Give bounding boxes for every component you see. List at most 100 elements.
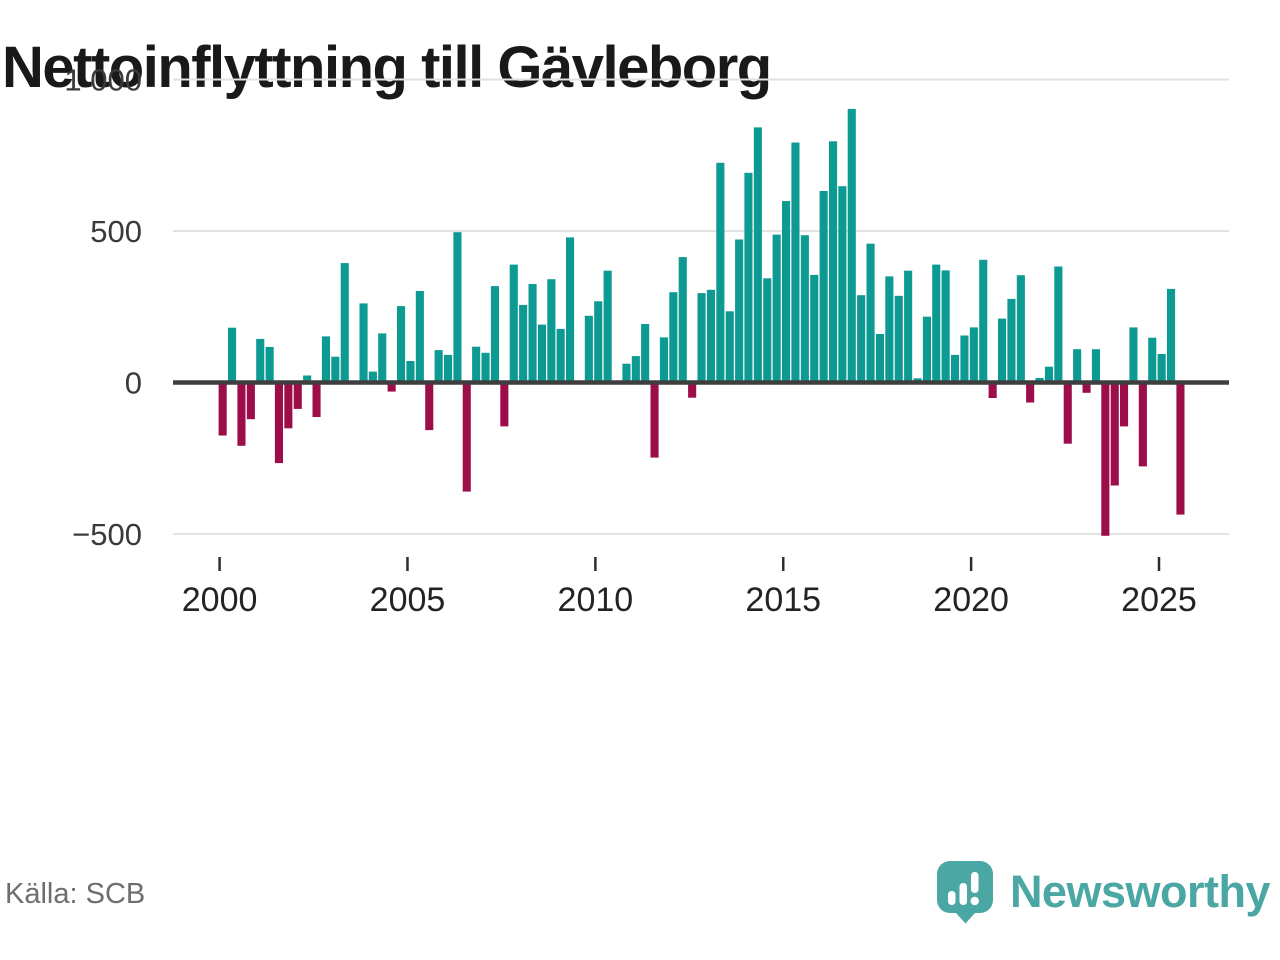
bar-2024Q2 — [1129, 327, 1138, 383]
bar-2019Q4 — [960, 335, 969, 383]
bar-2008Q2 — [528, 284, 537, 383]
bar-2005Q1 — [406, 361, 415, 383]
bar-2016Q3 — [838, 186, 847, 383]
bar-2022Q4 — [1073, 349, 1082, 383]
bar-2025Q2 — [1167, 288, 1176, 383]
y-tick-label-500: 500 — [90, 214, 142, 249]
bar-2006Q3 — [462, 382, 471, 492]
bar-2017Q1 — [857, 295, 866, 383]
bar-2009Q2 — [566, 237, 575, 383]
bar-2002Q3 — [312, 382, 321, 417]
bar-2001Q4 — [284, 382, 293, 429]
bar-2021Q1 — [1007, 298, 1016, 383]
logo-exclamation-bar — [970, 872, 979, 893]
bar-2018Q4 — [922, 316, 931, 383]
bar-2012Q3 — [688, 382, 697, 398]
bar-2015Q2 — [791, 142, 800, 383]
bar-2024Q1 — [1120, 382, 1129, 427]
x-tick-label-2000: 2000 — [182, 581, 258, 619]
bar-2006Q1 — [444, 354, 453, 383]
bar-2014Q3 — [763, 278, 772, 383]
bar-2019Q3 — [951, 354, 960, 383]
x-tick-label-2025: 2025 — [1121, 581, 1197, 619]
bar-2000Q3 — [237, 382, 246, 446]
source-note: Källa: SCB — [5, 878, 146, 910]
bar-2010Q4 — [622, 363, 631, 383]
bar-chart: 1 000 500 0 −500 2000 2005 2010 2015 2020 2025 — [64, 63, 1229, 619]
bar-2000Q2 — [228, 327, 237, 383]
bar-2000Q4 — [246, 382, 255, 420]
logo-bar-medium — [959, 883, 967, 905]
bar-2016Q1 — [819, 191, 828, 383]
bar-2025Q1 — [1157, 354, 1166, 383]
bar-2012Q4 — [697, 293, 706, 383]
bar-2010Q1 — [594, 301, 603, 383]
bar-2007Q4 — [509, 264, 518, 383]
bar-2023Q2 — [1091, 349, 1100, 383]
bar-2021Q2 — [1016, 275, 1025, 383]
bar-2003Q1 — [331, 356, 340, 383]
bar-2011Q1 — [631, 356, 640, 383]
x-tick-label-2010: 2010 — [558, 581, 634, 619]
bar-2009Q1 — [556, 328, 565, 383]
bar-2020Q3 — [988, 382, 997, 398]
y-tick-label-1000: 1 000 — [64, 63, 142, 98]
bar-2007Q1 — [481, 352, 490, 383]
bar-2013Q1 — [706, 289, 715, 383]
bar-2008Q1 — [519, 304, 528, 383]
bar-2002Q1 — [293, 382, 302, 409]
bar-2004Q2 — [378, 333, 387, 383]
bar-2019Q2 — [941, 270, 950, 383]
x-tick-label-2005: 2005 — [370, 581, 446, 619]
bar-2005Q4 — [434, 350, 443, 383]
bar-2019Q1 — [932, 264, 941, 383]
bar-2013Q2 — [716, 162, 725, 383]
bar-2013Q4 — [735, 239, 744, 383]
bar-2006Q2 — [453, 232, 462, 383]
bar-2007Q3 — [500, 382, 509, 427]
bar-2001Q2 — [265, 347, 274, 383]
x-tick-label-2020: 2020 — [933, 581, 1009, 619]
bar-2015Q4 — [810, 274, 819, 383]
bar-2003Q4 — [359, 303, 368, 383]
bar-2006Q4 — [472, 346, 481, 383]
bar-2020Q2 — [979, 259, 988, 383]
bar-2018Q2 — [904, 270, 913, 383]
newsworthy-logo: Newsworthy — [936, 860, 1271, 924]
bar-2004Q1 — [368, 371, 377, 383]
bar-2016Q2 — [829, 141, 838, 383]
bar-2002Q4 — [321, 336, 330, 383]
bar-2002Q2 — [303, 375, 312, 383]
bar-2004Q4 — [397, 306, 406, 383]
bar-2005Q3 — [425, 382, 434, 431]
bar-2023Q4 — [1110, 382, 1119, 486]
bar-2015Q3 — [800, 235, 809, 383]
bar-2017Q4 — [885, 276, 894, 383]
bar-2014Q4 — [772, 234, 781, 383]
bar-2020Q4 — [998, 318, 1007, 383]
bar-2022Q3 — [1063, 382, 1072, 444]
bar-2003Q2 — [340, 263, 349, 383]
logo-bar-small — [947, 891, 956, 905]
bar-2012Q2 — [678, 257, 687, 383]
logo-exclamation-dot — [970, 896, 979, 906]
bar-2005Q2 — [415, 291, 424, 383]
newsworthy-logo-icon — [936, 861, 993, 924]
bar-2016Q4 — [847, 108, 856, 383]
bar-2007Q2 — [490, 286, 499, 383]
bar-2018Q1 — [894, 295, 903, 383]
x-tick-label-2015: 2015 — [745, 581, 821, 619]
bar-2011Q2 — [641, 324, 650, 383]
bar-2004Q3 — [387, 382, 396, 392]
bar-2022Q1 — [1044, 366, 1053, 383]
bar-2011Q4 — [659, 337, 668, 383]
bar-2023Q1 — [1082, 382, 1091, 393]
bar-2013Q3 — [725, 311, 734, 383]
bar-2001Q1 — [256, 338, 265, 383]
bar-2021Q3 — [1026, 382, 1035, 403]
bar-2017Q3 — [875, 334, 884, 383]
bar-2012Q1 — [669, 292, 678, 383]
bar-2014Q2 — [753, 127, 762, 383]
bar-2000Q1 — [218, 382, 227, 436]
